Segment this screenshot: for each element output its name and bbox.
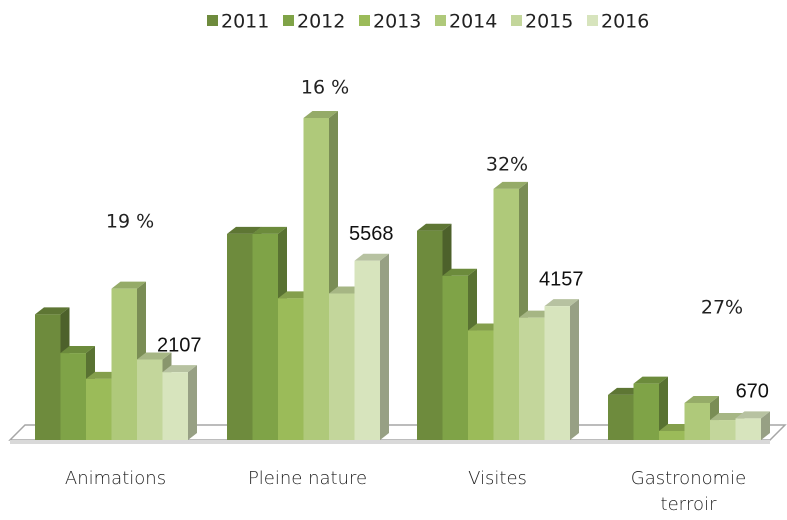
bar-front	[137, 359, 163, 440]
bar-top	[633, 376, 668, 384]
bar-top	[35, 307, 70, 315]
legend-swatch	[587, 15, 598, 26]
data-label: 2107	[157, 334, 202, 356]
bar-front	[735, 418, 761, 440]
bar-front	[227, 233, 253, 440]
bar-side	[380, 253, 389, 440]
bar-side	[188, 365, 197, 440]
bar	[252, 226, 287, 440]
bar-front	[659, 430, 685, 440]
bar-front	[303, 118, 329, 440]
legend-swatch	[359, 15, 370, 26]
bar-front	[684, 402, 710, 440]
bar-front	[544, 306, 570, 440]
bar-front	[442, 275, 468, 440]
bar	[633, 376, 668, 440]
legend-label: 2012	[297, 11, 345, 33]
bar-front	[354, 260, 380, 440]
legend-swatch	[435, 15, 446, 26]
bar-front	[608, 394, 634, 440]
bar-front	[329, 293, 355, 440]
bar-top	[417, 223, 452, 231]
bar-top	[354, 253, 389, 261]
x-tick-label: Visites	[468, 468, 527, 489]
bar-front	[86, 378, 112, 440]
bar	[544, 299, 579, 440]
x-tick-label: Pleine nature	[247, 468, 368, 489]
legend-swatch	[207, 15, 218, 26]
bar-front	[35, 314, 61, 440]
data-label: 4157	[539, 268, 584, 290]
bar-front	[60, 353, 86, 440]
legend-label: 2014	[449, 11, 497, 33]
bar-side	[570, 299, 579, 440]
bar-side	[659, 376, 668, 440]
annotation: 32%	[486, 154, 528, 176]
legend-label: 2013	[373, 11, 421, 33]
bar-top	[252, 226, 287, 234]
bar-front	[468, 330, 494, 440]
bar-front	[633, 383, 659, 440]
x-tick-label: Animations	[64, 468, 167, 489]
data-label: 670	[736, 381, 769, 403]
legend-swatch	[511, 15, 522, 26]
bar-front	[278, 298, 304, 440]
bar-top	[111, 281, 146, 289]
legend-label: 2011	[221, 11, 269, 33]
legend-swatch	[283, 15, 294, 26]
bar-top	[544, 299, 579, 307]
bar	[354, 253, 389, 440]
bar-side	[761, 411, 770, 440]
bar-top	[684, 395, 719, 403]
bar-front	[493, 188, 519, 440]
bar-top	[162, 365, 197, 373]
annotation: 19 %	[106, 211, 154, 233]
bar-top	[442, 268, 477, 276]
bar-front	[417, 230, 443, 440]
legend-label: 2016	[601, 11, 649, 33]
annotation: 16 %	[301, 77, 349, 99]
legend-label: 2015	[525, 11, 573, 33]
bar-top	[493, 181, 528, 189]
bar-front	[162, 372, 188, 440]
bar-top	[60, 346, 95, 354]
annotation: 27%	[701, 297, 743, 319]
bar-top	[227, 226, 262, 234]
bar-front	[710, 420, 736, 440]
bar	[162, 365, 197, 440]
bar	[735, 411, 770, 440]
bar-top	[137, 352, 172, 360]
x-tick-label: Gastronomie terroir	[630, 468, 747, 515]
bar-top	[303, 111, 338, 118]
bar-front	[252, 233, 278, 440]
floor-edge	[10, 440, 770, 444]
data-label: 5568	[349, 223, 394, 245]
bar-top	[735, 411, 770, 419]
bar-front	[519, 317, 545, 440]
bar-front	[111, 288, 137, 440]
